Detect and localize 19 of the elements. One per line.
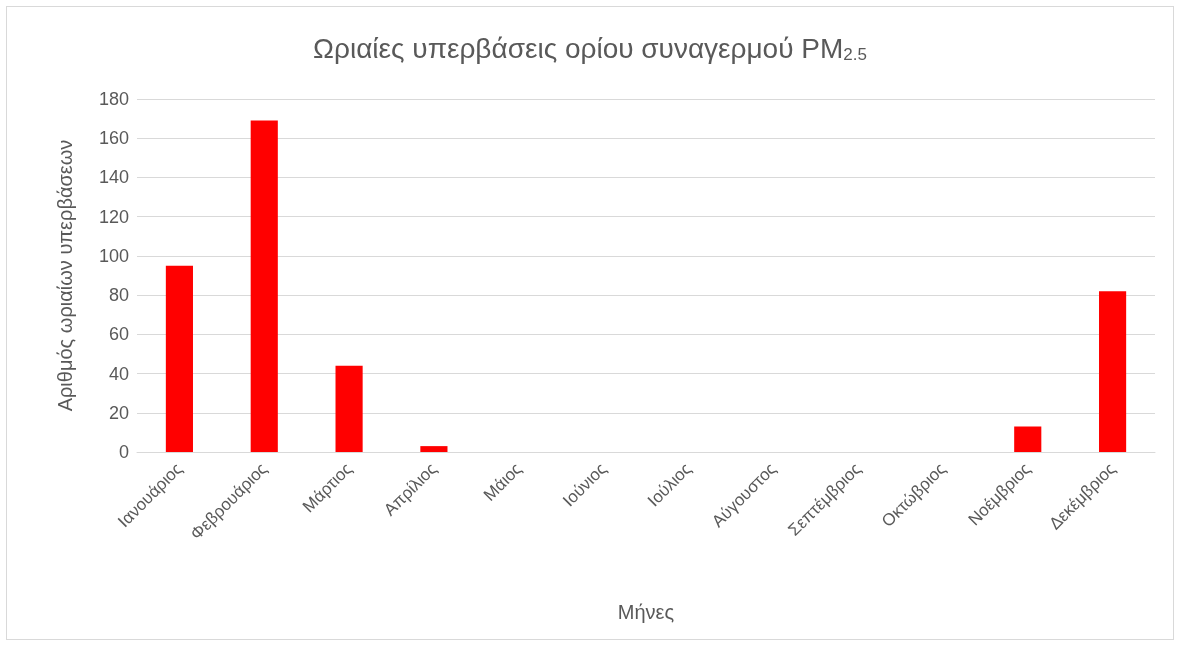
bar: [420, 446, 448, 452]
y-tick-label: 120: [98, 206, 129, 227]
y-tick-label: 160: [98, 128, 129, 149]
y-tick-label: 60: [108, 324, 129, 345]
y-tick-label: 140: [98, 167, 129, 188]
chart-title: Ωριαίες υπερβάσεις ορίου συναγερμού PM2.5: [313, 33, 867, 64]
y-tick-label: 0: [118, 442, 129, 462]
y-axis-title: Αριθμός ωριαίων υπερβάσεων: [54, 139, 76, 412]
y-tick-label: 80: [108, 285, 129, 306]
bar: [250, 120, 278, 452]
y-tick-label: 20: [108, 402, 129, 423]
bar: [165, 265, 193, 452]
bar: [335, 365, 363, 452]
bar: [1099, 291, 1127, 452]
y-tick-label: 100: [98, 245, 129, 266]
x-axis-title: Μήνες: [617, 601, 675, 623]
y-tick-label: 40: [108, 363, 129, 384]
y-tick-label: 180: [98, 89, 129, 109]
bar: [1014, 426, 1042, 452]
